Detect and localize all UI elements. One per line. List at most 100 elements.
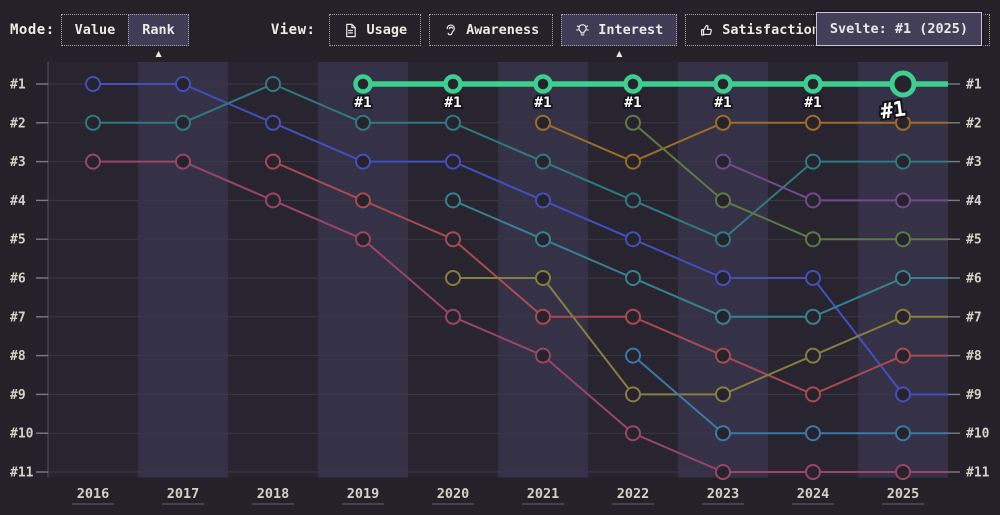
chart-point-teal-series-2021[interactable]: [535, 153, 551, 170]
rank-label-left: #5: [10, 233, 26, 248]
chart-point-blue-series-2021[interactable]: [535, 192, 551, 209]
view-satisfaction-button[interactable]: Satisfaction: [685, 14, 834, 46]
chart-point-teal-series-2016[interactable]: [85, 114, 101, 131]
chart-point-rose-series-2021[interactable]: [535, 347, 551, 364]
year-label[interactable]: 2017: [167, 486, 200, 502]
chart-point-crimson-series-2021[interactable]: [535, 308, 551, 325]
chart-point-amber-series-2025[interactable]: [895, 114, 911, 131]
year-label[interactable]: 2023: [707, 486, 740, 502]
chart-point-teal-series-2025[interactable]: [895, 153, 911, 170]
chart-point-steelblue-series-2022[interactable]: [625, 347, 641, 364]
chart-point-crimson-series-2023[interactable]: [715, 347, 731, 364]
chart-point-olive-series-2022[interactable]: [625, 386, 641, 403]
chart-point-teal-series-2024[interactable]: [805, 153, 821, 170]
chart-point-Svelte-2023[interactable]: [713, 74, 733, 94]
chart-point-blue-series-2025[interactable]: [895, 386, 911, 403]
chart-point-teal-series-2020[interactable]: [445, 114, 461, 131]
chart-point-blue-series-2019[interactable]: [355, 153, 371, 170]
chart-point-teal-series-2017[interactable]: [175, 114, 191, 131]
chart-point-olive-series-2025[interactable]: [895, 308, 911, 325]
chart-point-rose-series-2016[interactable]: [85, 153, 101, 170]
chart-point-cyan-series-2025[interactable]: [895, 270, 911, 286]
chart-point-cyan-series-2024[interactable]: [805, 308, 821, 325]
chart-point-forest-series-2024[interactable]: [805, 231, 821, 248]
chart-point-blue-series-2016[interactable]: [85, 76, 101, 92]
chart-point-steelblue-series-2024[interactable]: [805, 425, 821, 442]
mode-button-label: Rank: [142, 22, 175, 38]
year-label[interactable]: 2024: [797, 486, 830, 502]
year-label[interactable]: 2021: [527, 486, 560, 502]
chart-point-Svelte-2020[interactable]: [443, 74, 463, 94]
chart-point-steelblue-series-2025[interactable]: [895, 425, 911, 442]
mode-rank-button[interactable]: Rank ▲: [128, 14, 189, 58]
chart-point-purple-series-2025[interactable]: [895, 192, 911, 209]
mode-value-button[interactable]: Value: [60, 14, 130, 46]
chart-point-blue-series-2020[interactable]: [445, 153, 461, 170]
chart-point-rose-series-2025[interactable]: [895, 464, 911, 480]
chart-point-Svelte-2021[interactable]: [533, 74, 553, 94]
rank-label-left: #9: [10, 388, 26, 403]
chart-point-crimson-series-2022[interactable]: [625, 308, 641, 325]
year-label[interactable]: 2018: [257, 486, 290, 502]
chart-point-olive-series-2023[interactable]: [715, 386, 731, 403]
chart-point-rose-series-2020[interactable]: [445, 308, 461, 325]
chart-point-Svelte-2019[interactable]: [353, 74, 373, 94]
chart-point-crimson-series-2024[interactable]: [805, 386, 821, 403]
view-awareness-button[interactable]: Awareness: [429, 14, 554, 46]
year-label[interactable]: 2016: [77, 486, 110, 502]
chart-point-amber-series-2023[interactable]: [715, 114, 731, 131]
chart-point-olive-series-2024[interactable]: [805, 347, 821, 364]
chart-point-blue-series-2024[interactable]: [805, 270, 821, 286]
view-usage-button[interactable]: Usage: [329, 14, 422, 46]
rank-label-right: #11: [966, 466, 990, 481]
chart-point-teal-series-2019[interactable]: [355, 114, 371, 131]
chart-point-rose-series-2019[interactable]: [355, 231, 371, 248]
year-label[interactable]: 2020: [437, 486, 470, 502]
chart-point-teal-series-2018[interactable]: [265, 76, 281, 92]
chart-point-cyan-series-2020[interactable]: [445, 192, 461, 209]
chart-point-cyan-series-2022[interactable]: [625, 270, 641, 286]
chart-point-rose-series-2018[interactable]: [265, 192, 281, 209]
rank-label-right: #5: [966, 233, 982, 248]
chart-point-rose-series-2024[interactable]: [805, 464, 821, 480]
chart-point-teal-series-2022[interactable]: [625, 192, 641, 209]
chart-point-teal-series-2023[interactable]: [715, 231, 731, 248]
chart-point-amber-series-2022[interactable]: [625, 153, 641, 170]
tooltip: Svelte: #1 (2025): [815, 12, 982, 46]
year-label[interactable]: 2022: [617, 486, 650, 502]
chart-point-crimson-series-2018[interactable]: [265, 153, 281, 170]
bump-chart[interactable]: #1 #1 #2 #2 #3 #3 #4 #4 #5 #5 #6 #6 #7 #7 #8 #8 #9 #9 #10 #…: [0, 60, 1000, 515]
chart-point-steelblue-series-2023[interactable]: [715, 425, 731, 442]
chart-point-olive-series-2020[interactable]: [445, 270, 461, 286]
chart-point-forest-series-2022[interactable]: [625, 114, 641, 131]
chart-point-blue-series-2023[interactable]: [715, 270, 731, 286]
chart-point-cyan-series-2023[interactable]: [715, 308, 731, 325]
chart-point-Svelte-2024[interactable]: [803, 74, 823, 94]
chart-point-rose-series-2023[interactable]: [715, 464, 731, 480]
chart-point-olive-series-2021[interactable]: [535, 270, 551, 286]
chart-point-purple-series-2023[interactable]: [715, 153, 731, 170]
chart-point-blue-series-2017[interactable]: [175, 76, 191, 92]
chart-point-amber-series-2024[interactable]: [805, 114, 821, 131]
year-label[interactable]: 2019: [347, 486, 380, 502]
year-label[interactable]: 2025: [887, 486, 920, 502]
chart-point-forest-series-2025[interactable]: [895, 231, 911, 248]
chart-point-forest-series-2023[interactable]: [715, 192, 731, 209]
chart-point-Svelte-2025[interactable]: [889, 70, 917, 98]
chart-point-crimson-series-2020[interactable]: [445, 231, 461, 248]
chart-point-amber-series-2021[interactable]: [535, 114, 551, 131]
chart-point-Svelte-2022[interactable]: [623, 74, 643, 94]
rank-label-left: #6: [10, 272, 26, 287]
chart-point-rose-series-2022[interactable]: [625, 425, 641, 442]
chart-point-purple-series-2024[interactable]: [805, 192, 821, 209]
view-interest-button[interactable]: Interest ▲: [561, 14, 678, 58]
rank-label-left: #1: [10, 78, 26, 93]
chart-point-cyan-series-2021[interactable]: [535, 231, 551, 248]
chart-point-blue-series-2022[interactable]: [625, 231, 641, 248]
highlight-rank-annotation: #1: [354, 95, 372, 111]
chart-point-rose-series-2017[interactable]: [175, 153, 191, 170]
highlight-rank-annotation: #1: [879, 96, 907, 123]
chart-point-crimson-series-2019[interactable]: [355, 192, 371, 209]
chart-point-crimson-series-2025[interactable]: [895, 347, 911, 364]
chart-point-blue-series-2018[interactable]: [265, 114, 281, 131]
